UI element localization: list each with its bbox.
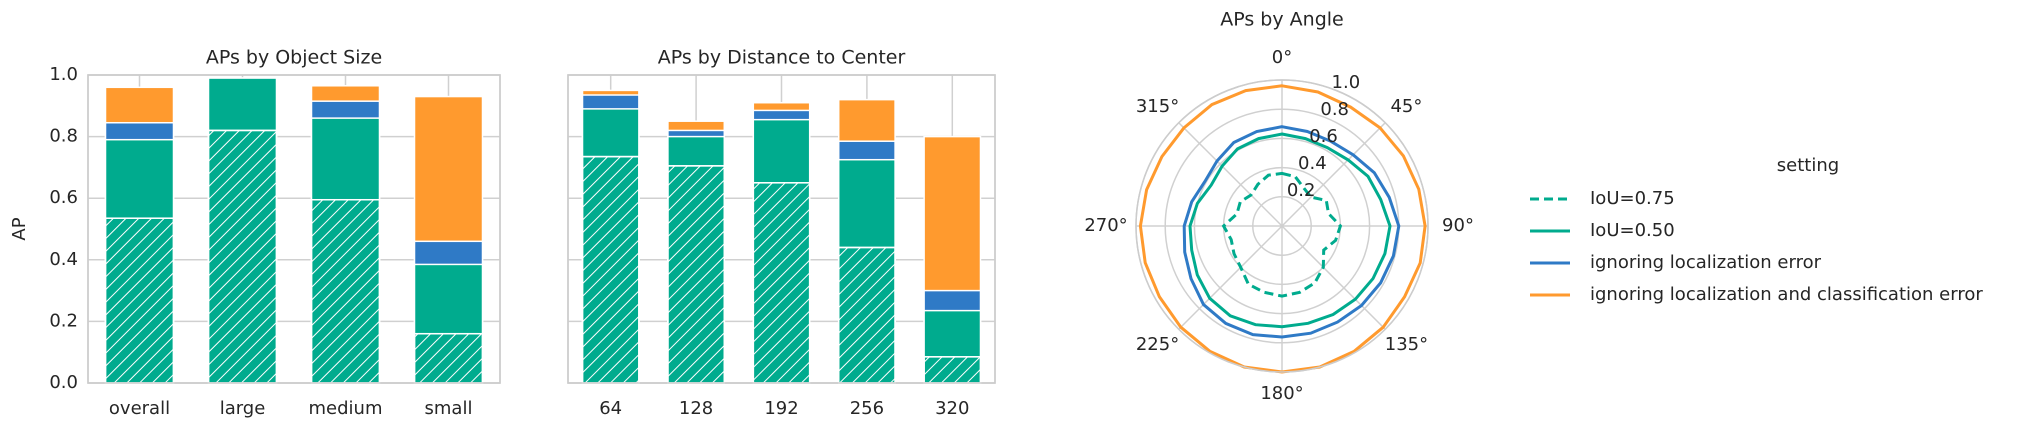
r-tick-label: 0.6 [1309, 126, 1338, 147]
x-tick-label: small [425, 398, 473, 419]
y-tick-label: 0.4 [49, 249, 78, 270]
polar-line [1182, 125, 1401, 339]
bar-hatch [104, 217, 175, 384]
theta-tick-label: 45° [1390, 96, 1422, 117]
y-tick-label: 0.0 [49, 372, 78, 393]
legend-label: IoU=0.50 [1590, 220, 1675, 241]
theta-tick-label: 0° [1272, 47, 1292, 68]
x-tick-label: 320 [935, 398, 969, 419]
bar-hatch [837, 246, 896, 384]
y-tick-label: 0.8 [49, 126, 78, 147]
polar-line [1221, 171, 1343, 298]
bar-hatch [923, 356, 982, 384]
plot-border [87, 74, 501, 384]
r-tick-label: 0.8 [1320, 99, 1349, 120]
y-tick-label: 0.6 [49, 187, 78, 208]
chart-title: APs by Angle [1220, 9, 1343, 31]
chart-title: APs by Object Size [206, 47, 382, 69]
theta-tick-label: 135° [1385, 334, 1428, 355]
r-tick-label: 0.2 [1287, 180, 1316, 201]
bar-hatch [413, 332, 484, 384]
polar-line [1188, 132, 1392, 329]
y-tick-label: 0.2 [49, 310, 78, 331]
x-tick-label: 192 [764, 398, 798, 419]
theta-tick-label: 315° [1136, 96, 1179, 117]
x-tick-label: large [220, 398, 266, 419]
grid-spoke [1178, 122, 1283, 227]
legend-label: ignoring localization and classification… [1590, 284, 1983, 305]
legend-label: IoU=0.75 [1590, 188, 1675, 209]
x-tick-label: 64 [599, 398, 622, 419]
y-tick-label: 1.0 [49, 64, 78, 85]
theta-tick-label: 180° [1260, 383, 1303, 404]
theta-tick-label: 225° [1136, 334, 1179, 355]
r-tick-label: 0.4 [1298, 153, 1327, 174]
polar-border [1135, 79, 1429, 373]
legend-label: ignoring localization error [1590, 252, 1822, 273]
x-tick-label: overall [109, 398, 170, 419]
bar-hatch [310, 198, 381, 384]
chart-title: APs by Distance to Center [658, 47, 906, 69]
y-axis-label: AP [9, 217, 30, 240]
theta-tick-label: 90° [1442, 215, 1474, 236]
bar-hatch [207, 129, 278, 384]
x-tick-label: 256 [850, 398, 884, 419]
bar-hatch [752, 182, 811, 384]
bar-hatch [581, 155, 640, 384]
bar-hatch [667, 165, 726, 384]
legend-title: setting [1777, 155, 1839, 176]
r-tick-label: 1.0 [1332, 72, 1361, 93]
x-tick-label: medium [309, 398, 383, 419]
theta-tick-label: 270° [1084, 215, 1127, 236]
grid-spoke [1178, 225, 1283, 330]
grid-spoke [1281, 225, 1386, 330]
grid-spoke [1281, 122, 1386, 227]
x-tick-label: 128 [679, 398, 713, 419]
plot-border [567, 74, 996, 384]
